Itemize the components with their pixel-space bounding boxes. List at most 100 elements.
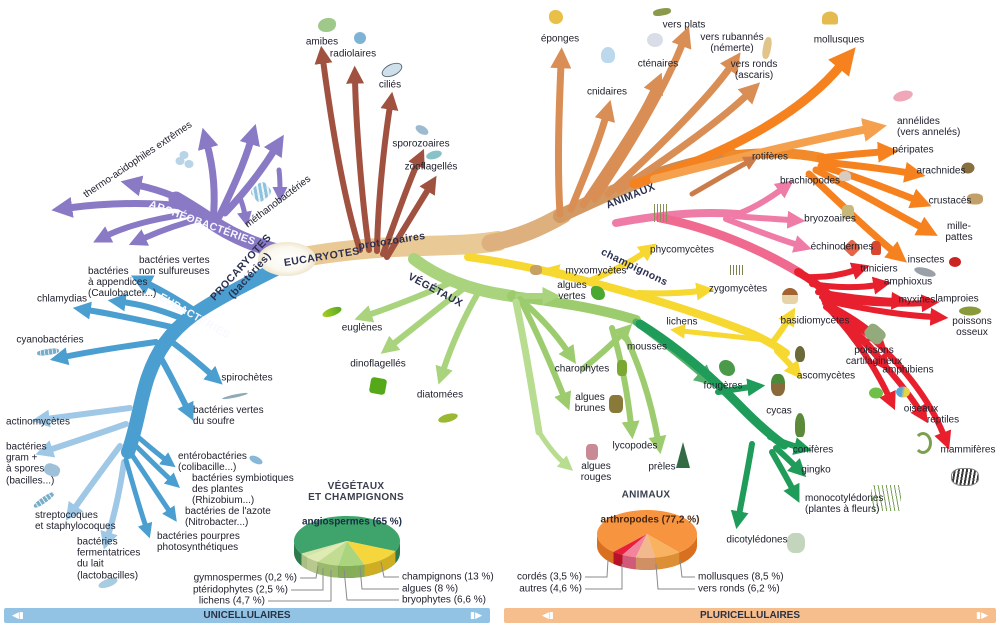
pie1-label-bryophytes: bryophytes (6,6 %) bbox=[402, 594, 486, 606]
zygomycete-icon bbox=[728, 265, 744, 275]
label-lamproies: lamproies bbox=[935, 293, 979, 305]
oiseau-icon bbox=[896, 386, 910, 398]
label-radiolaires: radiolaires bbox=[329, 48, 377, 60]
myxomycete-icon bbox=[530, 265, 542, 275]
conifere-cypres-icon bbox=[795, 413, 805, 437]
label-ascomycetes: ascomycètes bbox=[796, 370, 856, 382]
label-rotiferes: rotifères bbox=[751, 151, 789, 163]
basidiomycete-champignon-icon bbox=[782, 288, 798, 304]
label-annelides: annélides (vers annelés) bbox=[897, 115, 961, 138]
label-algues-vertes: algues vertes bbox=[557, 279, 587, 302]
radiolaire-icon bbox=[354, 32, 366, 44]
label-brachiopodes: brachiopodes bbox=[779, 175, 841, 187]
pie-vegetaux-champignons bbox=[294, 516, 400, 579]
dicotyledone-fleurs-icon bbox=[787, 533, 805, 553]
label-sporozoaires: sporozoaires bbox=[392, 138, 450, 150]
poisson-osseux-icon bbox=[959, 306, 981, 316]
label-ctenaires: cténaires bbox=[637, 58, 679, 70]
pie1-label-lichens: lichens (4,7 %) bbox=[198, 595, 265, 607]
label-vers-plats: vers plats bbox=[662, 19, 706, 31]
archaea-coques-icon bbox=[175, 157, 185, 165]
pie2-label-mollusques: mollusques (8,5 %) bbox=[698, 571, 784, 583]
pie-leader-lines bbox=[268, 559, 695, 602]
label-vers-ronds: vers ronds (ascaris) bbox=[730, 58, 778, 81]
label-bacteries-vertes-non-sulfureuses: bactéries vertes non sulfureuses bbox=[139, 254, 210, 277]
label-zooflagelles: zooflagellés bbox=[404, 161, 458, 173]
label-mousses: mousses bbox=[626, 341, 668, 353]
label-bacteries-gram-plus: bactéries gram + à spores (bacilles...) bbox=[6, 441, 55, 487]
label-echinodermes: échinodermes bbox=[810, 241, 874, 253]
pie1-label-pteridophytes: ptéridophytes (2,5 %) bbox=[192, 584, 288, 596]
label-streptocoques: streptocoques et staphylocoques bbox=[35, 509, 116, 532]
label-peripates: péripates bbox=[892, 144, 934, 156]
label-bacteries-vertes-du-soufre: bactéries vertes du soufre bbox=[193, 404, 264, 427]
footer-right-arrow-icon: ▮▶ bbox=[976, 610, 988, 620]
footer-right-arrow-icon: ▮▶ bbox=[470, 610, 482, 620]
label-actinomycetes: actinomycètes bbox=[6, 416, 70, 428]
branch-group-animals bbox=[550, 26, 952, 450]
brachiopode-icon bbox=[839, 171, 851, 181]
label-bacteries-symbiotiques: bactéries symbiotiques des plantes (Rhiz… bbox=[192, 473, 294, 507]
label-diatomees: diatomées bbox=[416, 389, 464, 401]
label-algues-rouges: algues rouges bbox=[580, 460, 612, 483]
pie2-title: ANIMAUX bbox=[621, 489, 671, 501]
label-cnidaires: cnidaires bbox=[586, 86, 628, 98]
pie-animaux bbox=[597, 509, 698, 570]
label-cyanobacteries: cyanobactéries bbox=[16, 334, 84, 346]
ascomycete-morille-icon bbox=[795, 346, 805, 362]
serpent-icon bbox=[914, 432, 932, 454]
label-amphibiens: amphibiens bbox=[882, 364, 934, 376]
label-spirochetes: spirochètes bbox=[221, 372, 273, 384]
label-tuniciers: tuniciers bbox=[860, 263, 898, 275]
cycas-palmier-icon bbox=[771, 374, 785, 396]
branch-group-protozoa bbox=[314, 45, 437, 260]
pie1-label-algues: algues (8 %) bbox=[402, 583, 459, 595]
label-chlamydias: chlamydias bbox=[36, 293, 88, 305]
branch-group-bacteria bbox=[31, 275, 223, 550]
label-basidiomycetes: basidiomycètes bbox=[780, 315, 850, 327]
pie2-label-cordes: cordés (3,5 %) bbox=[516, 571, 582, 583]
fougere-icon bbox=[719, 360, 735, 376]
label-coniferes: conifères bbox=[792, 444, 834, 456]
tunicier-icon bbox=[871, 241, 881, 255]
label-lichens: lichens bbox=[666, 316, 698, 328]
footer-bar-pluricellulaires: ◀▮ PLURICELLULAIRES ▮▶ bbox=[504, 608, 996, 623]
algue-brune-icon bbox=[609, 395, 623, 413]
label-myxomycetes: myxomycètes bbox=[565, 265, 627, 277]
label-bacteries-pourpres: bactéries pourpres photosynthétiques bbox=[157, 530, 240, 553]
footer-bar-unicellulaires: ◀▮ UNICELLULAIRES ▮▶ bbox=[4, 608, 490, 623]
arachnide-icon bbox=[961, 162, 975, 174]
dinoflagelle-icon bbox=[368, 376, 388, 396]
label-mammiferes: mammifères bbox=[940, 444, 996, 456]
branch-group-plants bbox=[354, 253, 812, 530]
label-bacteries-azote: bactéries de l'azote (Nitrobacter...) bbox=[185, 505, 271, 528]
algue-rouge-icon bbox=[586, 444, 598, 460]
label-dicotyledones: dicotylédones bbox=[726, 534, 788, 546]
label-phycomycetes: phycomycètes bbox=[650, 244, 714, 256]
label-bacteries-fermentatrices: bactéries fermentatrices du lait (lactob… bbox=[77, 536, 141, 582]
monocotyledone-herbe-icon bbox=[871, 485, 901, 511]
pie2-label-vers-ronds: vers ronds (6,2 %) bbox=[698, 583, 780, 595]
label-dinoflagelles: dinoflagellés bbox=[350, 358, 406, 370]
label-euglenes: euglènes bbox=[341, 322, 383, 334]
footer-left-arrow-icon: ◀▮ bbox=[12, 610, 24, 620]
footer-left-arrow-icon: ◀▮ bbox=[542, 610, 554, 620]
label-zygomycetes: zygomycètes bbox=[708, 283, 768, 295]
footer-label-unicellulaires: UNICELLULAIRES bbox=[203, 610, 291, 621]
label-vers-rubannes: vers rubannés (némerte) bbox=[700, 31, 764, 54]
phycomycete-icon bbox=[652, 204, 668, 222]
zebre-icon bbox=[951, 468, 979, 486]
label-cilies: ciliés bbox=[378, 79, 402, 91]
mousse-icon bbox=[617, 360, 627, 376]
cnidaire-icon bbox=[601, 47, 615, 63]
pie1-slice-angiospermes: angiospermes (65 %) bbox=[301, 516, 403, 528]
label-mollusques: mollusques bbox=[813, 34, 865, 46]
label-algues-brunes: algues brunes bbox=[574, 391, 606, 414]
branch-group-archaea bbox=[51, 123, 288, 246]
algue-verte-icon bbox=[591, 286, 605, 300]
label-myxines: myxines bbox=[898, 294, 936, 306]
pie1-title: VÉGÉTAUX ET CHAMPIGNONS bbox=[308, 480, 404, 503]
label-charophytes: charophytes bbox=[554, 363, 610, 375]
